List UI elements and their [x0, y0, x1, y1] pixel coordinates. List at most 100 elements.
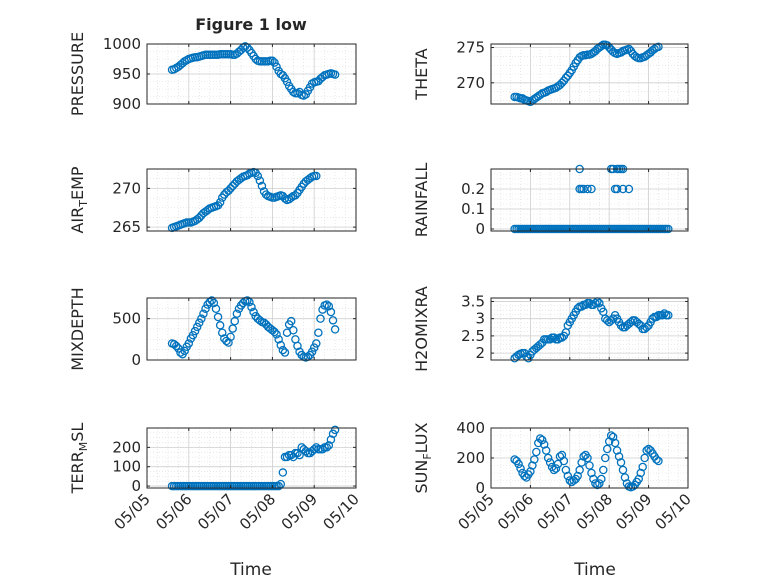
y-axis-label: THETA: [412, 48, 431, 100]
data-point: [201, 304, 210, 313]
data-point: [293, 448, 302, 458]
data-point: [532, 447, 541, 457]
data-point: [188, 330, 198, 340]
data-point: [282, 452, 292, 462]
data-point: [543, 453, 553, 463]
y-tick-label: 2: [475, 344, 485, 362]
y-axis-label: TERRMSL: [68, 423, 90, 495]
data-point: [245, 297, 254, 307]
data-point: [205, 297, 214, 307]
data-point: [541, 446, 551, 455]
data-point: [184, 339, 194, 348]
data-point: [654, 42, 663, 52]
y-tick-label: 275: [456, 39, 485, 57]
x-axis-label-right: Time: [573, 560, 616, 580]
y-axis-label: H2OMIXRA: [412, 286, 431, 372]
data-point: [597, 41, 606, 51]
data-point: [291, 191, 300, 200]
data-point: [199, 309, 208, 318]
data-point: [276, 340, 286, 350]
y-axis-label: SUNFLUX: [412, 422, 434, 493]
data-point: [583, 453, 592, 463]
data-point: [573, 471, 582, 481]
data-point: [324, 302, 334, 311]
data-point: [614, 452, 624, 461]
data-point: [211, 304, 221, 313]
data-point: [575, 465, 584, 475]
axes-box: [490, 168, 689, 232]
data-point: [595, 479, 604, 488]
y-tick-label: 400: [456, 419, 485, 437]
data-point: [257, 181, 267, 191]
data-point: [602, 444, 612, 454]
data-point: [549, 333, 559, 342]
data-point: [539, 440, 549, 449]
data-point: [249, 307, 258, 317]
x-axis-label-left: Time: [229, 560, 272, 580]
data-point: [612, 184, 622, 194]
subplot-rainfall: 0 0.1 0.2 RAINFALL: [412, 163, 689, 238]
data-point: [561, 465, 571, 475]
y-tick-label: 500: [112, 310, 141, 328]
data-point: [289, 325, 298, 335]
data-point: [579, 184, 588, 194]
data-point: [559, 456, 569, 466]
y-tick-label: 0: [475, 479, 485, 497]
y-tick-label: 100: [112, 458, 141, 476]
data-point: [268, 56, 277, 66]
data-point: [224, 338, 233, 347]
data-point: [599, 465, 608, 475]
data-point: [328, 316, 338, 325]
data-point: [307, 347, 317, 356]
data-point: [608, 432, 618, 442]
data-point: [664, 224, 673, 234]
data-point: [217, 328, 227, 337]
data-point: [318, 445, 327, 454]
data-point: [551, 464, 561, 473]
data-point: [312, 171, 321, 181]
x-tick-label: 05/09: [278, 490, 321, 533]
x-tick-label: 05/08: [236, 490, 279, 533]
data-point: [606, 431, 616, 440]
data-point: [226, 332, 235, 342]
y-tick-label: 0: [131, 477, 141, 495]
y-tick-label: 265: [112, 218, 141, 236]
data-point: [545, 458, 555, 467]
data-point: [616, 321, 626, 330]
data-point: [581, 300, 590, 310]
data-point: [272, 330, 281, 339]
data-point: [309, 445, 319, 454]
data-point: [322, 300, 331, 309]
data-point: [314, 328, 323, 337]
subplot-theta: 270 275 THETA: [412, 39, 689, 107]
data-point: [537, 435, 547, 445]
y-tick-label: 270: [112, 179, 141, 197]
data-point: [330, 70, 340, 79]
data-point: [620, 473, 630, 482]
data-point: [601, 453, 610, 463]
data-point: [330, 425, 340, 435]
data-point: [652, 312, 661, 322]
data-point: [194, 213, 204, 223]
data-point: [640, 453, 649, 463]
y-tick-label: 200: [112, 438, 141, 456]
data-point: [618, 465, 628, 475]
y-tick-label: 3.5: [461, 292, 485, 310]
axes-box: [490, 297, 689, 361]
y-tick-label: 270: [456, 74, 485, 92]
data-point: [316, 314, 325, 323]
data-point: [654, 456, 663, 466]
data-point: [549, 465, 559, 475]
data-point: [577, 458, 586, 467]
data-point: [255, 316, 265, 325]
data-point: [224, 186, 233, 195]
x-tick-label: 05/05: [111, 490, 154, 533]
data-point: [658, 310, 667, 320]
y-axis-label: MIXDEPTH: [68, 287, 87, 370]
data-point: [172, 341, 181, 351]
y-tick-label: 0.2: [461, 180, 485, 198]
data-point: [255, 176, 265, 185]
data-point: [286, 316, 296, 326]
data-point: [228, 324, 237, 333]
